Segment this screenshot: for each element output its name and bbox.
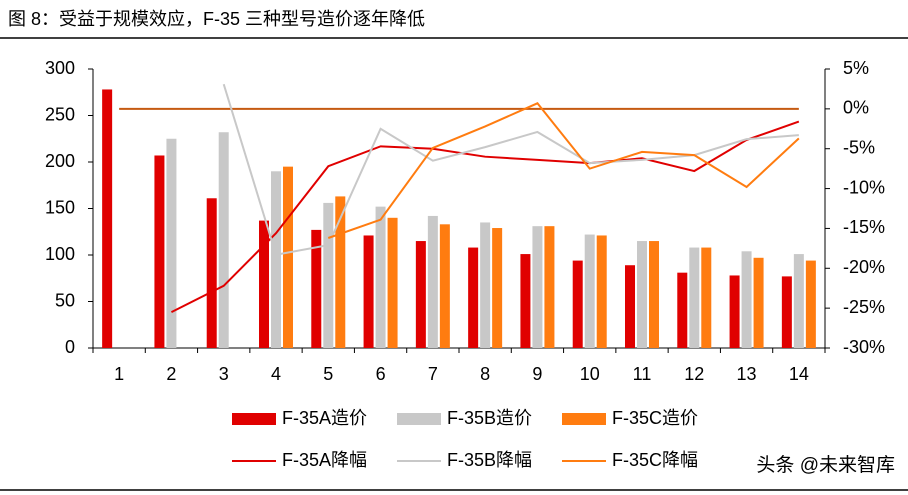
bar xyxy=(283,166,293,348)
bar xyxy=(492,228,503,348)
legend-swatch xyxy=(397,413,441,425)
bar xyxy=(596,235,607,348)
x-tick-label: 8 xyxy=(480,364,490,384)
bar xyxy=(415,241,426,348)
x-tick-label: 9 xyxy=(532,364,542,384)
bar xyxy=(729,275,740,348)
legend-label: F-35A降幅 xyxy=(282,450,367,470)
bar xyxy=(753,257,764,348)
y-tick-label: 0 xyxy=(65,337,75,357)
y-tick-label: 250 xyxy=(45,104,75,124)
y2-tick-label: -20% xyxy=(843,257,885,277)
bar xyxy=(387,217,398,348)
bar xyxy=(793,254,804,348)
bar xyxy=(363,235,374,348)
bar xyxy=(271,171,281,348)
x-tick-label: 14 xyxy=(789,364,809,384)
legend-label: F-35A造价 xyxy=(282,408,367,428)
x-tick-label: 13 xyxy=(737,364,757,384)
bar xyxy=(102,89,113,349)
bar xyxy=(701,247,712,348)
bar xyxy=(468,247,479,348)
bar xyxy=(625,265,635,348)
bar xyxy=(677,272,688,348)
bar xyxy=(206,198,217,348)
y2-tick-label: -15% xyxy=(843,217,885,237)
legend-label: F-35C造价 xyxy=(612,408,698,428)
x-tick-label: 4 xyxy=(271,364,281,384)
bar xyxy=(323,202,334,348)
bar xyxy=(532,226,543,348)
x-tick-label: 12 xyxy=(684,364,704,384)
bar xyxy=(781,276,792,348)
legend-label: F-35C降幅 xyxy=(612,450,698,470)
y-tick-label: 50 xyxy=(55,290,75,310)
x-tick-label: 10 xyxy=(580,364,600,384)
line xyxy=(222,83,799,256)
y2-tick-label: -25% xyxy=(843,297,885,317)
bar xyxy=(584,234,595,348)
bar xyxy=(259,220,269,348)
y2-tick-label: -5% xyxy=(843,137,875,157)
bar xyxy=(375,206,386,348)
x-tick-label: 11 xyxy=(633,364,652,384)
y2-tick-label: -30% xyxy=(843,337,885,357)
bar xyxy=(439,224,450,348)
bar xyxy=(218,132,229,348)
bar xyxy=(520,254,531,348)
legend-label: F-35B降幅 xyxy=(447,450,532,470)
y-tick-label: 150 xyxy=(45,197,75,217)
x-tick-label: 1 xyxy=(114,364,124,384)
legend-swatch xyxy=(232,413,276,425)
bar xyxy=(154,155,165,348)
bar xyxy=(335,196,346,348)
bar xyxy=(805,260,816,348)
x-tick-label: 2 xyxy=(166,364,176,384)
y-tick-label: 200 xyxy=(45,151,75,171)
bar xyxy=(427,215,438,348)
y2-tick-label: 0% xyxy=(843,98,869,118)
bar xyxy=(741,251,752,348)
line xyxy=(327,102,800,239)
x-tick-label: 7 xyxy=(428,364,438,384)
legend-label: F-35B造价 xyxy=(447,408,532,428)
y-tick-label: 300 xyxy=(45,58,75,78)
bar xyxy=(480,222,491,348)
bar xyxy=(572,260,583,348)
bar xyxy=(311,229,322,348)
x-tick-label: 3 xyxy=(219,364,229,384)
y2-tick-label: 5% xyxy=(843,58,869,78)
x-tick-label: 5 xyxy=(323,364,333,384)
y2-tick-label: -10% xyxy=(843,177,885,197)
x-tick-label: 6 xyxy=(376,364,386,384)
bar xyxy=(637,241,647,348)
chart-title: 图 8：受益于规模效应，F-35 三种型号造价逐年降低 xyxy=(8,9,425,29)
bar xyxy=(166,138,177,348)
y-tick-label: 100 xyxy=(45,244,75,264)
legend-swatch xyxy=(562,413,606,425)
bar xyxy=(689,247,700,348)
line xyxy=(170,120,800,314)
watermark: 头条 @未来智库 xyxy=(756,454,895,476)
bar xyxy=(544,226,555,348)
bar xyxy=(649,241,659,348)
